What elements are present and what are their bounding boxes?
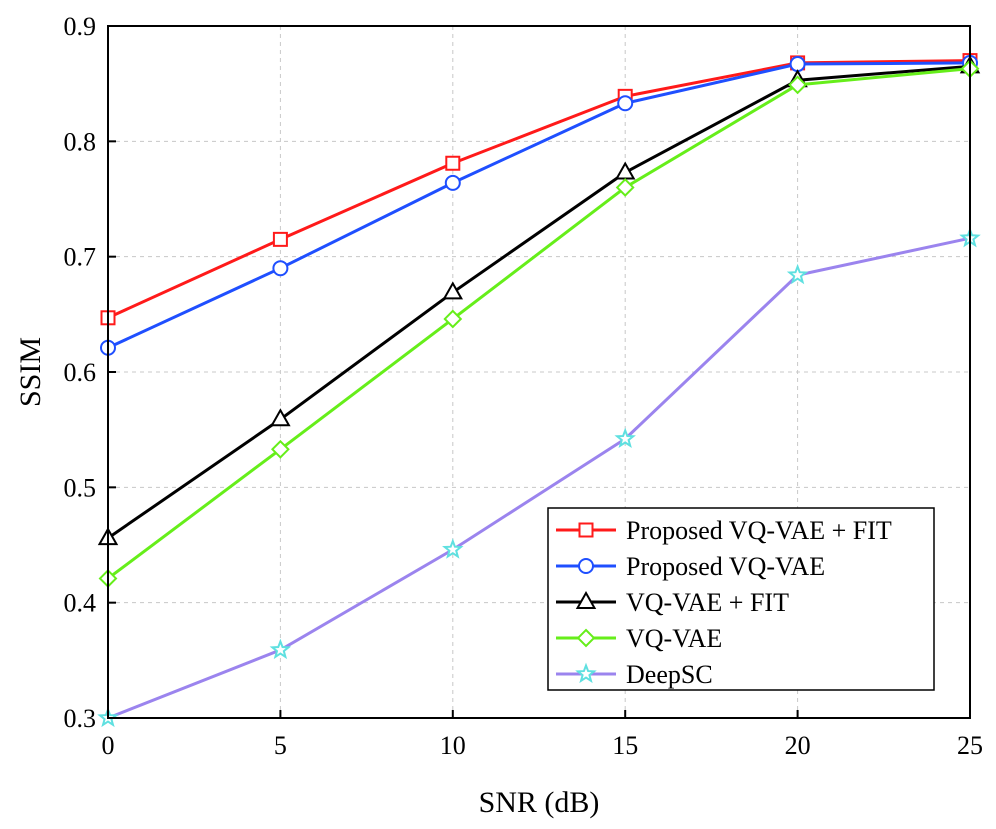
series-line	[107, 59, 971, 320]
data-point	[789, 56, 806, 73]
data-point	[788, 75, 808, 95]
data-point	[269, 638, 292, 660]
data-point	[444, 174, 461, 191]
y-tick-label: 0.5	[64, 473, 97, 502]
x-tick-label: 20	[785, 731, 811, 760]
series-0	[100, 53, 978, 326]
legend-marker	[575, 662, 597, 684]
y-tick-label: 0.7	[64, 243, 97, 272]
data-point	[445, 155, 461, 171]
legend-item: Proposed VQ-VAE	[556, 552, 825, 581]
legend-item: Proposed VQ-VAE + FIT	[556, 516, 892, 545]
y-tick-label: 0.6	[64, 358, 97, 387]
legend-label: VQ-VAE	[626, 624, 722, 653]
x-tick-label: 25	[957, 731, 983, 760]
data-point	[615, 178, 635, 197]
y-tick-label: 0.9	[64, 12, 97, 41]
series-line	[107, 236, 971, 720]
legend-marker	[578, 522, 594, 538]
data-point	[786, 263, 809, 285]
legend-item: VQ-VAE	[556, 624, 722, 653]
legend-item: VQ-VAE + FIT	[556, 588, 789, 617]
data-point	[272, 260, 289, 277]
data-point	[614, 427, 636, 449]
x-tick-label: 5	[274, 731, 287, 760]
data-point	[270, 408, 291, 427]
axis-ticks: 0 5 10 15 20 25 0.3 0.4 0.5 0.6 0.7 0.8 0.9	[64, 12, 984, 760]
series-line	[107, 61, 971, 350]
series-line	[107, 64, 971, 540]
legend-label: DeepSC	[626, 660, 713, 689]
legend-label: VQ-VAE + FIT	[626, 588, 789, 617]
y-tick-label: 0.3	[64, 704, 97, 733]
series-line	[107, 67, 971, 580]
legend-marker	[576, 628, 596, 648]
series-1	[100, 54, 978, 356]
legend-item: DeepSC	[556, 660, 713, 689]
data-point	[617, 95, 634, 112]
data-point	[272, 231, 288, 247]
y-tick-label: 0.8	[64, 127, 97, 156]
legend-box	[547, 507, 935, 691]
legend: Proposed VQ-VAE + FIT Proposed VQ-VAE VQ-V…	[547, 507, 935, 691]
legend-marker	[575, 590, 597, 609]
x-tick-label: 15	[612, 731, 638, 760]
y-tick-label: 0.4	[64, 589, 97, 618]
legend-label: Proposed VQ-VAE	[626, 552, 825, 581]
data-point	[442, 538, 464, 559]
data-point	[443, 309, 463, 329]
legend-label: Proposed VQ-VAE + FIT	[626, 516, 892, 545]
y-axis-title: SSIM	[14, 337, 47, 407]
x-axis-title: SNR (dB)	[479, 786, 600, 819]
x-tick-label: 0	[102, 731, 115, 760]
data-point	[442, 281, 464, 300]
legend-marker	[578, 558, 594, 574]
data-point	[270, 439, 290, 459]
x-tick-label: 10	[440, 731, 466, 760]
